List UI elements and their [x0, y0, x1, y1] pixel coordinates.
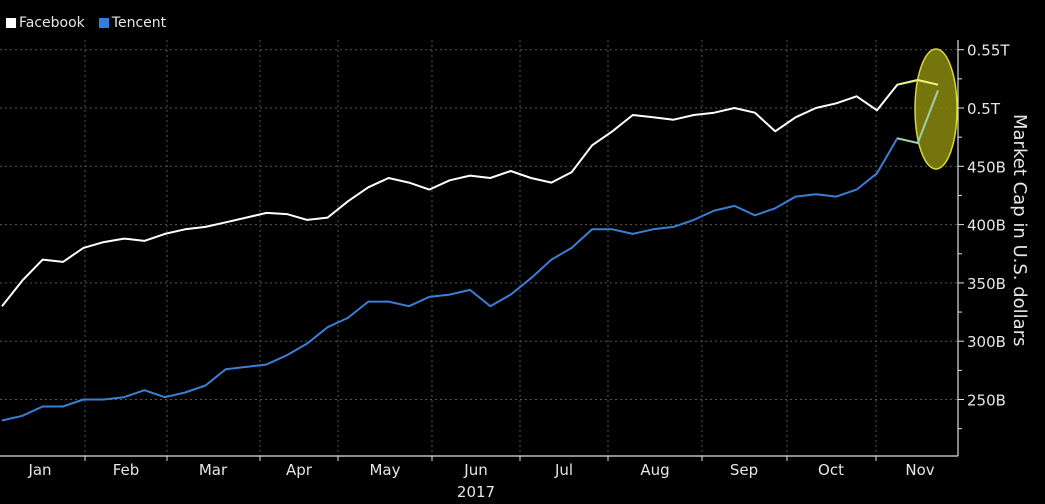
y-tick-300b: 300B [967, 333, 1006, 351]
x-axis-labels: Jan Feb Mar Apr May Jun Jul Aug Sep Oct Nov 2017 [27, 461, 934, 501]
x-tick-jan: Jan [27, 461, 51, 479]
legend-item-facebook[interactable]: Facebook [6, 15, 85, 31]
plot-lines [1, 79, 939, 422]
highlight-ellipse [897, 48, 958, 170]
legend-item-tencent[interactable]: Tencent [98, 15, 167, 31]
y-axis-labels: 250B 300B 350B 400B 450B 0.5T 0.55T [967, 42, 1010, 410]
x-tick-apr: Apr [286, 461, 313, 479]
axes [0, 40, 964, 461]
x-tick-jun: Jun [463, 461, 487, 479]
x-tick-oct: Oct [818, 461, 844, 479]
tencent-swatch-icon [98, 18, 109, 28]
y-axis-title: Market Cap in U.S. dollars [1009, 114, 1030, 347]
y-tick-400b: 400B [967, 217, 1006, 235]
line-facebook [1, 79, 939, 307]
x-tick-sep: Sep [730, 461, 758, 479]
gridlines [0, 40, 958, 456]
y-tick-450b: 450B [967, 158, 1006, 176]
y-tick-0-55t: 0.55T [967, 42, 1010, 60]
x-tick-mar: Mar [199, 461, 228, 479]
legend: Facebook Tencent [6, 15, 166, 31]
x-tick-nov: Nov [905, 461, 934, 479]
line-tencent [1, 90, 939, 422]
legend-label-tencent: Tencent [111, 15, 167, 31]
facebook-swatch-icon [6, 18, 16, 28]
x-tick-aug: Aug [640, 461, 669, 479]
y-tick-0-5t: 0.5T [967, 100, 1001, 118]
x-tick-feb: Feb [113, 461, 140, 479]
x-tick-jul: Jul [554, 461, 573, 479]
y-tick-350b: 350B [967, 275, 1006, 293]
legend-label-facebook: Facebook [19, 15, 85, 31]
x-tick-may: May [369, 461, 400, 479]
x-year-label: 2017 [457, 483, 495, 501]
y-tick-250b: 250B [967, 392, 1006, 410]
